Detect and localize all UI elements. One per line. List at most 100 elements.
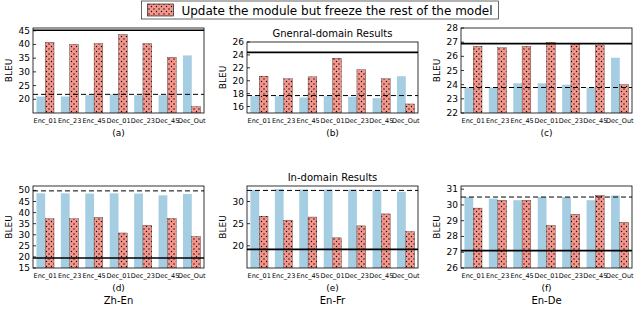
bar [167,219,176,268]
x-tick-label: Enc_45 [296,117,319,125]
x-tick-label: Enc_23 [486,117,509,125]
x-tick-label: Dec_23 [345,272,369,280]
bar [308,77,317,113]
y-axis-label: BLEU [432,215,442,238]
x-tick-label: Enc_23 [272,117,295,125]
y-tick-label: 26 [447,263,459,273]
x-tick-label: Dec_23 [345,117,369,125]
bar [397,192,406,268]
y-tick-label: 20 [19,252,31,262]
bar [299,98,308,113]
bar [473,208,482,268]
y-tick [33,58,36,59]
panel-label: (d) [112,283,125,293]
y-tick [461,268,464,269]
panel-label: (a) [112,128,125,138]
bar [562,85,571,113]
y-tick-label: 18 [233,89,245,99]
y-tick-label: 20 [19,94,31,104]
bar [611,58,620,113]
x-axis-label: Zh-En [104,295,133,306]
plot-frame [33,186,204,268]
bar [571,44,580,113]
y-tick-label: 23 [447,94,458,104]
panel: 202530354045Enc_01Enc_23Enc_45Dec_01Dec_… [4,26,206,138]
bar [143,44,152,113]
bar [45,219,54,268]
reference-line [33,257,204,259]
x-tick-label: Enc_45 [82,272,105,280]
panel-label: (f) [541,283,551,293]
y-tick [461,252,464,253]
bar [94,44,103,113]
x-tick-label: Dec_01 [534,117,558,125]
y-tick-label: 24 [233,50,245,60]
x-tick-label: Dec_Out [178,272,206,280]
x-tick-label: Dec_Out [392,117,420,125]
y-tick-label: 26 [233,37,245,47]
bar [284,220,293,268]
y-axis-label: BLEU [218,66,228,89]
bar [61,193,70,268]
x-tick-label: Dec_Out [606,117,634,125]
bar [259,216,268,268]
y-tick-label: 28 [447,23,459,33]
y-tick-label: 16 [233,102,245,112]
y-tick [461,220,464,221]
x-tick-label: Dec_45 [369,117,393,125]
y-axis-label: BLEU [432,59,442,82]
x-tick-label: Dec_23 [131,117,155,125]
y-tick-label: 25 [19,81,30,91]
x-tick-label: Enc_01 [34,272,57,280]
bar [547,42,556,113]
bar [250,190,259,268]
bar [611,195,620,268]
y-tick-label: 40 [19,39,31,49]
y-tick [247,67,250,68]
x-tick-label: Dec_23 [559,272,583,280]
bar [538,197,547,268]
y-tick [247,93,250,94]
x-tick-label: Dec_01 [534,272,558,280]
bar [348,97,357,113]
bar [275,96,284,113]
x-tick-label: Dec_01 [320,117,344,125]
y-tick-label: 45 [19,197,30,207]
bar [94,217,103,268]
plot-area [33,191,204,268]
x-tick-label: Enc_45 [82,117,105,125]
y-tick [247,54,250,55]
bar [275,189,284,268]
y-tick [247,201,250,202]
y-tick [461,98,464,99]
y-tick-label: 35 [19,53,30,63]
x-tick-label: Dec_01 [106,272,130,280]
bar [299,190,308,268]
y-tick [33,190,36,191]
y-tick-label: 27 [447,247,458,257]
bar [522,46,531,113]
bar [464,197,473,268]
x-axis-label: En-De [531,295,561,306]
x-tick-label: Enc_01 [34,117,57,125]
y-tick [461,113,464,114]
panel-title: In-domain Results [288,172,378,183]
bar [134,95,143,113]
plot-area [33,30,204,113]
bar [259,76,268,113]
y-axis-label: BLEU [4,59,14,82]
bar [119,35,128,113]
bar [620,85,629,113]
y-tick [33,234,36,235]
bar [595,195,604,268]
y-tick [247,245,250,246]
bar [562,197,571,268]
y-tick-label: 30 [233,197,245,207]
reference-line [247,190,418,191]
y-tick [33,223,36,224]
bar [381,214,390,268]
bar [397,76,406,113]
bar [183,55,192,113]
y-tick-label: 29 [447,216,459,226]
reference-line [247,249,418,251]
